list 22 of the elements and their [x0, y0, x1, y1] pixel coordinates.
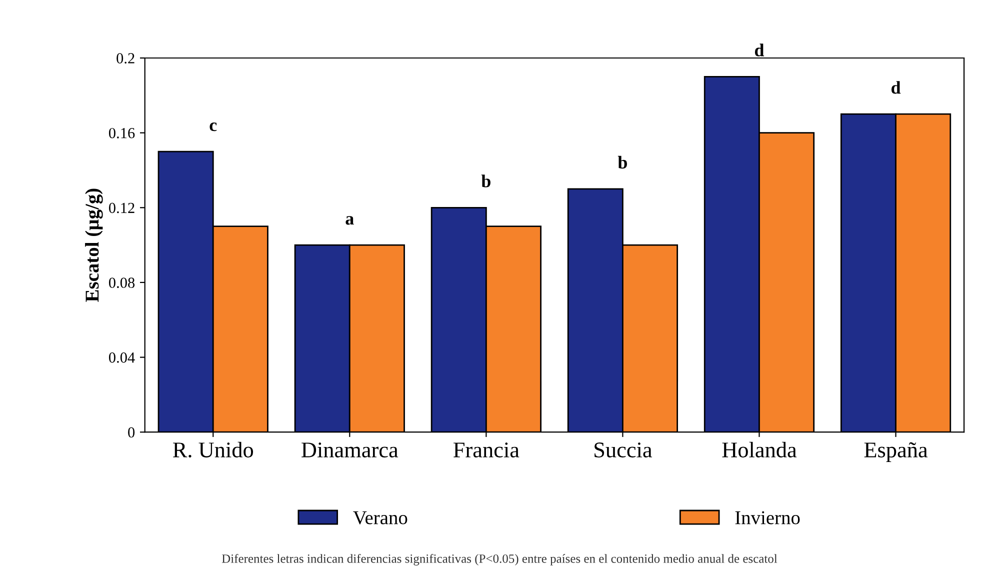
annotation: a — [346, 216, 354, 225]
y-tick-label: 0.04 — [108, 352, 135, 363]
x-tick-label: Francia — [454, 442, 520, 458]
annotation: b — [481, 174, 490, 188]
annotation: b — [618, 156, 627, 169]
x-tick-label: Holanda — [722, 442, 797, 458]
y-tick-label: 0.16 — [108, 128, 135, 138]
x-tick-label: R. Unido — [173, 442, 254, 458]
x-tick-label: Succia — [594, 442, 652, 458]
text: Diferentes letras indican diferencias significativas (P<0.05) entre países en el contenido medio anual de escatol — [222, 554, 778, 566]
legend-label: Invierno — [735, 511, 800, 524]
y-tick-label: 0 — [128, 427, 135, 438]
y-tick-label: 0.2 — [116, 53, 134, 64]
annotation: c — [210, 122, 217, 132]
y-tick-label: 0.08 — [108, 278, 135, 288]
x-tick-label: Dinamarca — [302, 442, 398, 458]
x-tick-label: España — [864, 442, 928, 462]
text: d — [754, 44, 764, 56]
annotation: d — [891, 81, 901, 94]
y-axis-title: Escatol (µg/g) — [85, 188, 103, 302]
legend-label: Verano — [353, 511, 408, 524]
y-tick-label: 0.12 — [108, 202, 134, 214]
